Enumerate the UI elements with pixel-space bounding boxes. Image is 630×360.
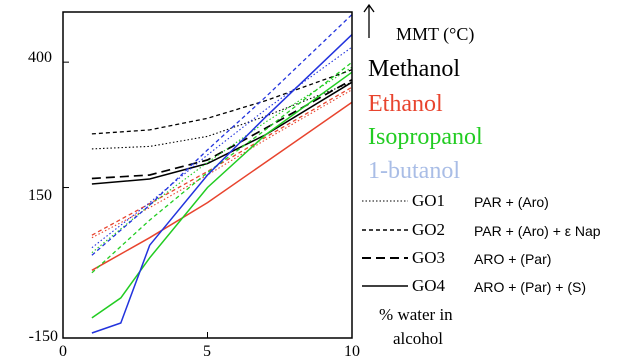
style-legend: GO1 PAR + (Aro) GO2 PAR + (Aro) + ε Nap …: [362, 191, 601, 295]
legend-go2-desc: PAR + (Aro) + ε Nap: [474, 223, 601, 239]
plot-lines: [91, 14, 353, 334]
y-tick-label-minus150: -150: [29, 328, 58, 345]
legend-go2-name: GO2: [412, 220, 445, 239]
y-axis-label: MMT (°C): [396, 24, 474, 45]
series-methanol-go1: [91, 81, 353, 150]
series-isopropanol-go2: [91, 61, 353, 274]
legend-go1-desc: PAR + (Aro): [474, 194, 549, 210]
series-1-butanol-go4: [91, 34, 353, 334]
legend-isopropanol: Isopropanol: [368, 124, 483, 150]
y-tick-label-400: 400: [28, 49, 52, 66]
legend-go4-name: GO4: [412, 276, 446, 295]
y-tick-marks: [63, 61, 69, 339]
y-tick-label-150: 150: [28, 187, 52, 204]
series-1-butanol-go2: [91, 14, 353, 256]
x-axis-label: % water in alcohol: [379, 305, 457, 348]
legend-ethanol: Ethanol: [368, 91, 443, 117]
x-tick-label-5: 5: [203, 343, 211, 360]
series-ethanol-go2: [91, 86, 353, 236]
series-1-butanol-go1: [91, 46, 353, 249]
series-isopropanol-go4: [91, 71, 353, 319]
legend-go4-desc: ARO + (Par) + (S): [474, 279, 586, 295]
legend-go3-name: GO3: [412, 248, 445, 267]
x-axis-label-line-2: alcohol: [393, 329, 443, 348]
up-arrow-icon: [363, 3, 375, 38]
x-tick-label-10: 10: [344, 343, 360, 360]
x-axis-label-line: % water in: [379, 305, 453, 324]
x-tick-label-0: 0: [59, 343, 67, 360]
legend-methanol: Methanol: [368, 56, 460, 82]
series-methanol-go3: [91, 78, 353, 180]
legend-go1-name: GO1: [412, 191, 445, 210]
series-methanol-go2: [91, 69, 353, 135]
x-tick-marks: [62, 332, 353, 338]
series-methanol-go4: [91, 81, 353, 185]
legend-1-butanol: 1-butanol: [368, 158, 460, 184]
series-ethanol-go4: [91, 101, 353, 271]
legend-go3-desc: ARO + (Par): [474, 251, 551, 267]
